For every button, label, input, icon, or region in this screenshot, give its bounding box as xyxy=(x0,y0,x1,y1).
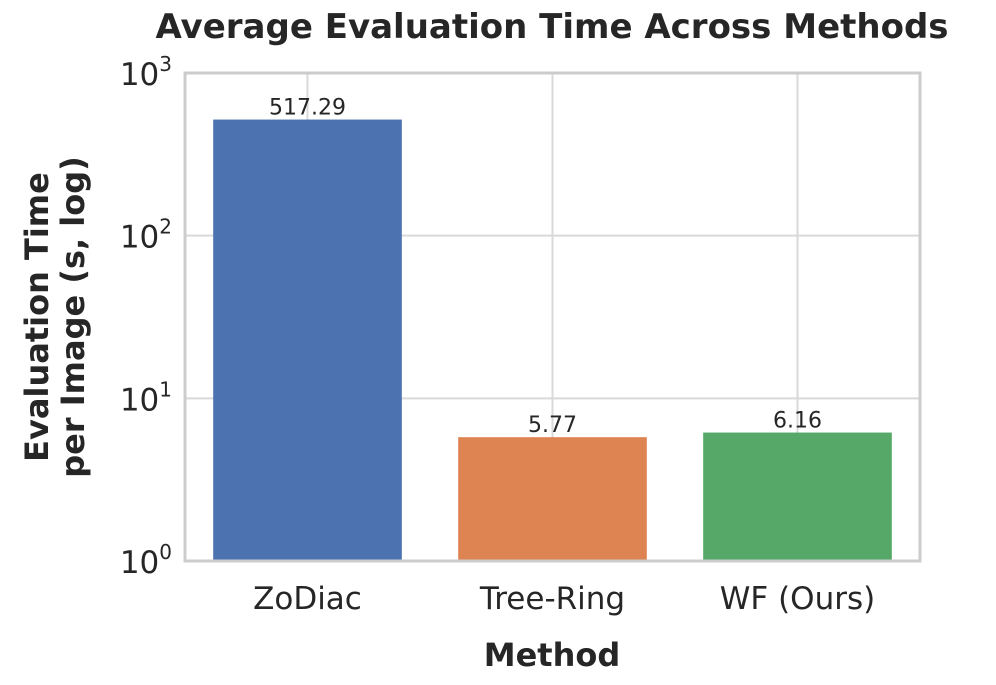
y-tick-exponent: 0 xyxy=(159,540,172,564)
y-tick-label: 102 xyxy=(120,215,172,256)
y-axis-label-line-2: per Image (s, log) xyxy=(54,156,92,478)
chart-title: Average Evaluation Time Across Methods xyxy=(155,7,948,47)
bar-value-label: 5.77 xyxy=(528,413,577,438)
x-tick-label: ZoDiac xyxy=(253,581,362,617)
bar-value-label: 517.29 xyxy=(269,96,346,121)
bar-layer xyxy=(213,119,892,562)
bar xyxy=(703,432,892,561)
y-tick-base: 10 xyxy=(120,220,159,256)
y-tick-base: 10 xyxy=(120,382,159,418)
x-tick-layer: ZoDiac Tree-Ring WF (Ours) xyxy=(253,581,875,617)
bar-value-label: 6.16 xyxy=(773,409,822,434)
bar xyxy=(213,119,402,562)
plot-frame xyxy=(183,71,922,563)
y-tick-label: 103 xyxy=(120,52,172,93)
y-tick-base: 10 xyxy=(120,545,159,581)
y-axis-label-group: Evaluation Time per Image (s, log) xyxy=(18,156,92,478)
bar xyxy=(458,437,647,561)
x-axis-label: Method xyxy=(484,636,621,674)
x-tick-label: WF (Ours) xyxy=(720,581,875,617)
y-tick-label: 101 xyxy=(120,377,172,418)
y-axis-label-line-1: Evaluation Time xyxy=(18,172,56,462)
label-layer: 517.29 5.77 6.16 xyxy=(269,96,822,439)
y-tick-label: 100 xyxy=(120,540,172,581)
y-tick-exponent: 1 xyxy=(159,377,172,401)
x-tick-label: Tree-Ring xyxy=(479,581,625,617)
y-tick-exponent: 2 xyxy=(159,215,172,239)
y-tick-base: 10 xyxy=(120,57,159,93)
y-tick-exponent: 3 xyxy=(159,52,172,76)
